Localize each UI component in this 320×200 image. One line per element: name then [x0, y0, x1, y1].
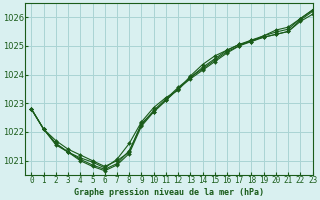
- X-axis label: Graphe pression niveau de la mer (hPa): Graphe pression niveau de la mer (hPa): [74, 188, 264, 197]
